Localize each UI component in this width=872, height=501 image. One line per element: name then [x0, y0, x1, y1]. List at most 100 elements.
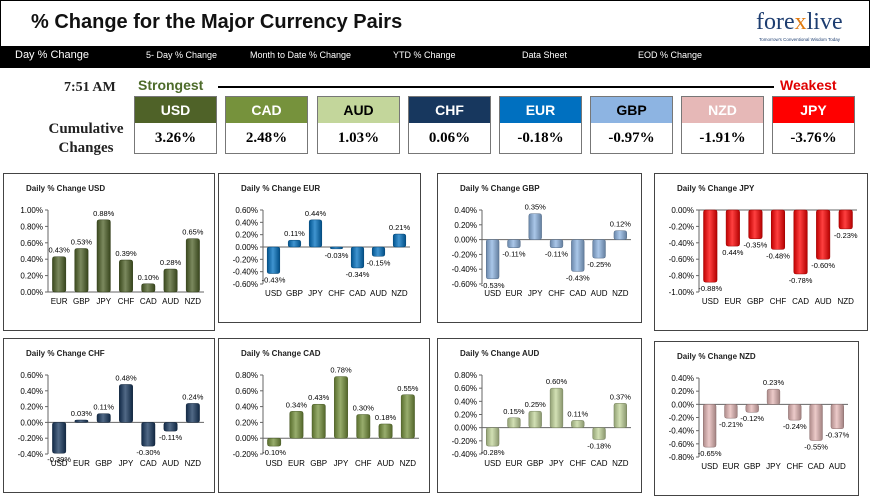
tab-eod-change[interactable]: EOD % Change — [638, 50, 703, 60]
y-tick-label: 0.40% — [235, 218, 258, 227]
bar — [334, 376, 348, 439]
x-tick-label: GBP — [747, 297, 764, 306]
tab-month-to-date-change[interactable]: Month to Date % Change — [250, 50, 352, 60]
currency-name: GBP — [591, 97, 672, 123]
bar — [549, 239, 564, 248]
bar — [287, 239, 302, 248]
y-tick-label: 0.20% — [454, 221, 477, 230]
x-tick-label: AUD — [815, 297, 832, 306]
bar — [486, 427, 500, 447]
y-tick-label: -1.00% — [669, 288, 694, 297]
x-tick-label: NZD — [612, 289, 629, 298]
currency-cumulative-value: -0.97% — [608, 130, 655, 146]
y-tick-label: 0.80% — [20, 222, 43, 231]
bar — [185, 403, 200, 423]
y-tick-label: -0.60% — [669, 255, 694, 264]
x-tick-label: EUR — [722, 462, 739, 471]
chart-panel-chf: Daily % Change CHF -0.40% -0.20% 0.00% 0.20%… — [3, 338, 215, 493]
data-label: 0.18% — [375, 413, 397, 422]
data-label: 0.43% — [49, 246, 71, 255]
bar — [571, 239, 585, 272]
y-tick-label: 1.00% — [20, 206, 43, 215]
data-label: 0.60% — [546, 377, 568, 386]
tab-day-change[interactable]: Day % Change — [15, 49, 89, 61]
y-tick-label: 0.60% — [20, 371, 43, 380]
data-label: 0.78% — [330, 366, 352, 375]
chart-title: Daily % Change USD — [26, 184, 106, 193]
bar — [613, 403, 627, 428]
bar — [770, 209, 786, 250]
data-label: 0.88% — [93, 209, 115, 218]
x-tick-label: CAD — [349, 289, 366, 298]
currency-box-nzd: NZD -1.91% — [681, 96, 764, 154]
x-tick-label: USD — [51, 459, 68, 468]
y-tick-label: 0.40% — [235, 403, 258, 412]
bar — [356, 414, 371, 439]
x-tick-label: GBP — [95, 459, 112, 468]
bar — [350, 246, 365, 269]
currency-name: EUR — [500, 97, 581, 123]
currency-name: CHF — [409, 97, 490, 123]
cumulative-label-line2: Changes — [58, 140, 114, 156]
x-tick-label: CHF — [570, 459, 587, 468]
y-tick-label: 0.00% — [20, 418, 43, 427]
y-tick-label: 0.00% — [20, 288, 43, 297]
cumulative-label-line1: Cumulative — [48, 121, 124, 137]
data-label: -0.60% — [811, 261, 835, 270]
data-label: -0.23% — [834, 231, 858, 240]
logo-text-x: x — [794, 9, 807, 35]
x-tick-label: EUR — [724, 297, 741, 306]
y-tick-label: 0.20% — [20, 403, 43, 412]
x-tick-label: JPY — [549, 459, 564, 468]
bar — [141, 422, 156, 447]
tab-5-day-change[interactable]: 5- Day % Change — [146, 50, 218, 60]
y-tick-label: 0.20% — [235, 418, 258, 427]
chart-panel-usd: Daily % Change USD 0.00% 0.20% 0.40% 0.60% 0.… — [3, 173, 215, 331]
bar — [549, 387, 564, 428]
chart-title: Daily % Change JPY — [677, 184, 755, 193]
data-label: -0.43% — [262, 276, 286, 285]
bar — [141, 283, 156, 293]
x-tick-label: EUR — [288, 459, 305, 468]
chart-panel-jpy: Daily % Change JPY -1.00% -0.80% -0.60% -0.4… — [654, 173, 868, 331]
chart-title: Daily % Change CHF — [26, 349, 105, 358]
currency-box-jpy: JPY -3.76% — [772, 96, 855, 154]
data-label: -0.11% — [159, 433, 183, 442]
forexlive-logo[interactable]: forexlive — [756, 9, 843, 36]
y-tick-label: 0.00% — [671, 206, 694, 215]
x-tick-label: EUR — [505, 289, 522, 298]
chart-svg: -0.40% -0.20% 0.00% 0.20% 0.40% 0.60% -0.39%US… — [18, 371, 204, 468]
bar — [838, 209, 853, 230]
y-tick-label: -0.60% — [233, 280, 258, 289]
x-tick-label: NZD — [612, 459, 629, 468]
bar — [289, 411, 304, 439]
data-label: -0.10% — [262, 448, 286, 457]
data-label: -0.78% — [789, 276, 813, 285]
bar — [267, 437, 282, 447]
currency-name: JPY — [773, 97, 854, 123]
data-label: -0.39% — [47, 455, 71, 464]
tab-data-sheet[interactable]: Data Sheet — [522, 50, 568, 60]
x-tick-label: CHF — [787, 462, 804, 471]
x-tick-label: AUD — [591, 289, 608, 298]
y-tick-label: 0.60% — [20, 239, 43, 248]
data-label: -0.11% — [502, 250, 526, 259]
header-banner: % Change for the Major Currency Pairs fo… — [0, 0, 870, 68]
tab-ytd-change[interactable]: YTD % Change — [393, 50, 456, 60]
y-tick-label: 0.60% — [235, 206, 258, 215]
y-tick-label: -0.20% — [233, 255, 258, 264]
x-tick-label: CAD — [140, 297, 157, 306]
data-label: 0.43% — [308, 393, 330, 402]
chart-svg: -1.00% -0.80% -0.60% -0.40% -0.20% 0.00% -0.88… — [669, 206, 858, 306]
currency-box-eur: EUR -0.18% — [499, 96, 582, 154]
y-tick-label: -0.20% — [452, 437, 477, 446]
data-label: -0.11% — [545, 250, 569, 259]
currency-cumulative-value: -1.91% — [699, 130, 746, 146]
x-tick-label: USD — [701, 462, 718, 471]
page-title: % Change for the Major Currency Pairs — [31, 11, 403, 33]
logo-tagline: Tomorrow's Conventional Wisdom Today — [759, 37, 841, 42]
y-tick-label: -0.20% — [452, 250, 477, 259]
data-label: 0.24% — [182, 392, 204, 401]
data-label: 0.65% — [182, 228, 204, 237]
data-label: 0.53% — [71, 238, 93, 247]
